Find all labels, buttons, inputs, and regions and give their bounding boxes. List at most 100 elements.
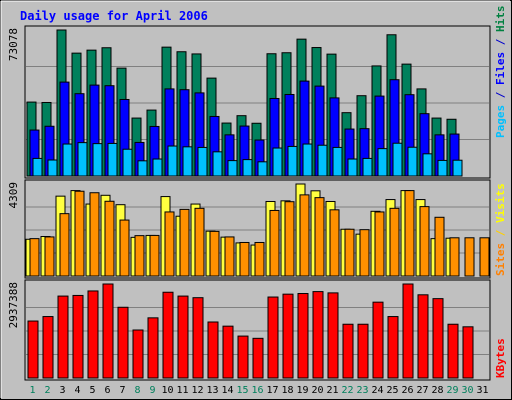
bar-kbytes-10 (162, 291, 174, 379)
bar-kbytes-11 (177, 295, 189, 379)
x-tick-label-28: 28 (431, 385, 443, 396)
bar-pages-18 (287, 145, 298, 177)
x-tick-label-21: 21 (326, 385, 338, 396)
bar-sites-7 (119, 219, 130, 277)
bar-pages-6 (107, 142, 118, 177)
bar-kbytes-27 (417, 294, 429, 379)
bar-sites-23 (359, 229, 370, 277)
x-tick-label-1: 1 (29, 385, 35, 396)
bar-kbytes-6 (102, 283, 114, 379)
right-label-part: / (494, 85, 507, 105)
x-tick-label-26: 26 (401, 385, 413, 396)
bar-kbytes-5 (87, 290, 99, 379)
bar-kbytes-29 (447, 323, 459, 379)
bar-kbytes-18 (282, 293, 294, 379)
x-tick-label-17: 17 (266, 385, 278, 396)
bar-pages-20 (317, 144, 328, 177)
bar-sites-14 (224, 236, 235, 277)
x-tick-label-2: 2 (44, 385, 50, 396)
bar-sites-20 (314, 197, 325, 277)
bar-pages-3 (62, 143, 73, 177)
right-label-visits: Sites / Visits (494, 183, 507, 276)
x-tick-label-18: 18 (281, 385, 293, 396)
x-tick-label-22: 22 (341, 385, 353, 396)
x-axis-tick-labels: 1 2 3 4 5 6 7 8 9 10 11 12 13 14 15 16 17 18 19 20 21 22 23 24 2… (29, 385, 488, 396)
right-label-part: / (494, 223, 507, 243)
bar-kbytes-22 (342, 323, 354, 379)
bar-kbytes-25 (387, 316, 399, 379)
bar-pages-5 (92, 143, 103, 177)
bar-kbytes-24 (372, 301, 384, 379)
bar-sites-8 (134, 235, 145, 277)
bar-pages-15 (242, 159, 253, 177)
bar-kbytes-14 (222, 325, 234, 379)
bar-sites-15 (239, 241, 250, 277)
bar-kbytes-23 (357, 323, 369, 379)
x-tick-label-7: 7 (119, 385, 125, 396)
bar-pages-25 (392, 142, 403, 177)
panel-hits: 73078 Pages / Files / Hits (7, 6, 507, 179)
bar-sites-16 (254, 241, 265, 277)
bar-sites-11 (179, 208, 190, 277)
bar-sites-6 (104, 200, 115, 277)
right-label-part: KBytes (494, 338, 507, 378)
bar-pages-22 (347, 158, 358, 177)
x-tick-label-23: 23 (356, 385, 368, 396)
bar-kbytes-16 (252, 337, 264, 379)
bar-pages-8 (137, 160, 148, 177)
bar-pages-11 (182, 146, 193, 177)
bar-pages-9 (152, 158, 163, 177)
right-label-part: / (494, 32, 507, 52)
x-tick-label-14: 14 (221, 385, 233, 396)
bar-pages-19 (302, 143, 313, 177)
bar-sites-19 (299, 194, 310, 277)
right-label-part: Visits (494, 183, 507, 223)
bar-sites-17 (269, 209, 280, 277)
bar-kbytes-26 (402, 283, 414, 379)
bar-kbytes-2 (42, 316, 54, 379)
x-tick-label-12: 12 (191, 385, 203, 396)
bar-sites-13 (209, 230, 220, 277)
panel-kbytes: 2937388 KBytes (7, 279, 507, 381)
bar-sites-12 (194, 207, 205, 277)
x-tick-label-19: 19 (296, 385, 308, 396)
bar-kbytes-30 (462, 326, 474, 379)
x-tick-label-6: 6 (104, 385, 110, 396)
bar-kbytes-1 (27, 320, 39, 379)
bar-sites-26 (404, 190, 415, 277)
bar-sites-27 (419, 206, 430, 277)
bar-pages-29 (452, 159, 463, 177)
bar-pages-10 (167, 145, 178, 177)
bar-kbytes-19 (297, 293, 309, 379)
right-label-part: Sites (494, 243, 507, 276)
bar-sites-25 (389, 207, 400, 277)
x-tick-label-8: 8 (134, 385, 140, 396)
bar-sites-9 (149, 234, 160, 277)
bar-kbytes-15 (237, 335, 249, 379)
bar-kbytes-21 (327, 292, 339, 379)
bar-kbytes-8 (132, 329, 144, 379)
bar-sites-18 (284, 201, 295, 277)
bar-pages-14 (227, 160, 238, 177)
bar-sites-2 (44, 236, 55, 277)
bar-kbytes-20 (312, 291, 324, 379)
x-tick-label-31: 31 (476, 385, 488, 396)
x-tick-label-9: 9 (149, 385, 155, 396)
panel-visits: 4309 Sites / Visits (7, 179, 507, 279)
x-tick-label-30: 30 (461, 385, 473, 396)
bar-kbytes-13 (207, 321, 219, 379)
bar-sites-10 (164, 211, 175, 277)
x-tick-label-5: 5 (89, 385, 95, 396)
bar-kbytes-17 (267, 296, 279, 379)
x-tick-label-24: 24 (371, 385, 383, 396)
y-max-label-kbytes: 2937388 (7, 282, 20, 328)
bar-pages-27 (422, 153, 433, 177)
right-label-part: Hits (494, 6, 507, 33)
bar-kbytes-7 (117, 306, 129, 379)
bar-pages-24 (377, 148, 388, 177)
bar-sites-1 (29, 238, 40, 277)
right-label-hits: Pages / Files / Hits (494, 6, 507, 139)
bar-kbytes-12 (192, 297, 204, 379)
x-tick-label-15: 15 (236, 385, 248, 396)
bar-kbytes-3 (57, 295, 69, 379)
